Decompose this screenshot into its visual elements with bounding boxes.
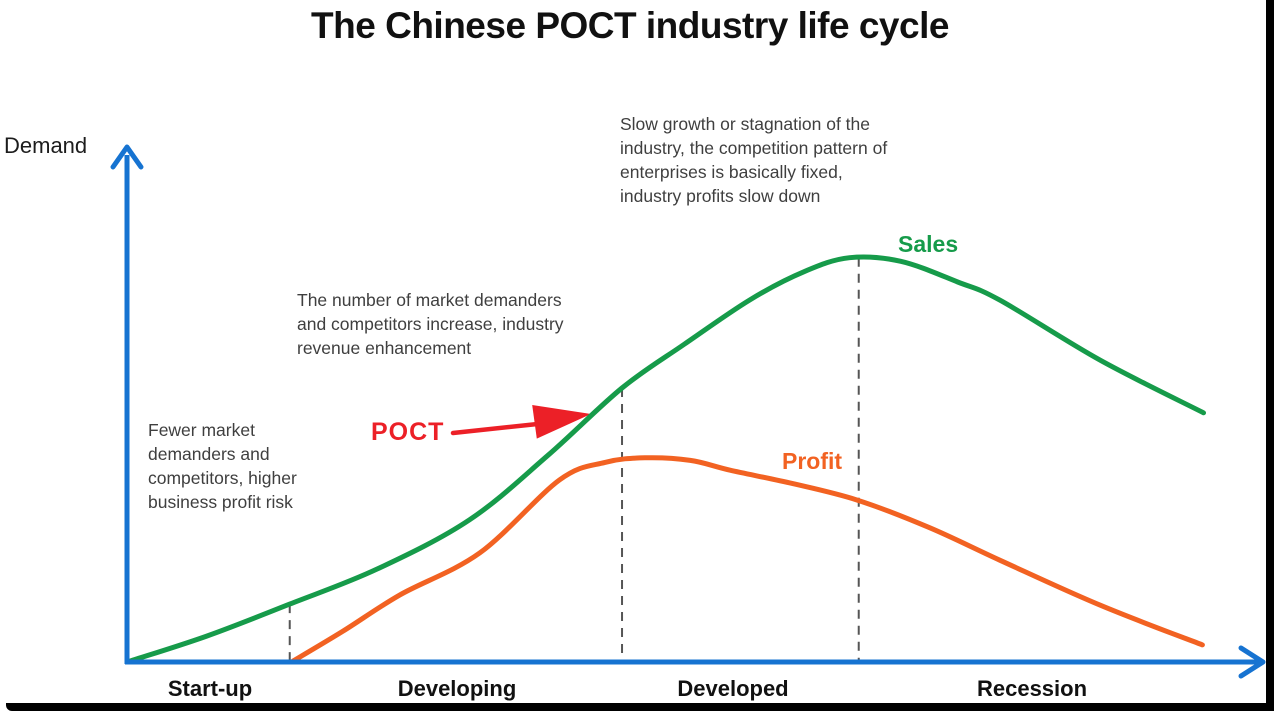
poct-arrow <box>450 405 591 439</box>
series-curve-sales <box>127 254 1206 664</box>
slide-edge-right <box>1266 0 1274 711</box>
profit-series-label: Profit <box>782 448 843 474</box>
y-axis-label: Demand <box>4 133 88 158</box>
x-axis-label-developing: Developing <box>397 676 517 701</box>
slide-edge-bottom <box>6 703 1274 711</box>
series-curve-profit <box>290 455 1205 664</box>
annotation-developed-phase: Slow growth or stagnation of the industr… <box>620 114 888 206</box>
annotation-developing-phase: The number of market demanders and compe… <box>297 290 564 358</box>
x-axis-arrowhead-icon <box>1238 645 1266 679</box>
x-axis-label-developed: Developed <box>677 676 789 701</box>
x-axis-label-recession: Recession <box>976 676 1088 701</box>
annotation-startup-phase: Fewer market demanders and competitors, … <box>148 420 297 512</box>
y-axis-arrowhead-icon <box>110 144 144 170</box>
x-axis-label-startup: Start-up <box>167 676 253 701</box>
sales-series-label: Sales <box>898 231 959 257</box>
chart-title: The Chinese POCT industry life cycle <box>311 5 949 46</box>
poct-label: POCT <box>371 418 445 446</box>
